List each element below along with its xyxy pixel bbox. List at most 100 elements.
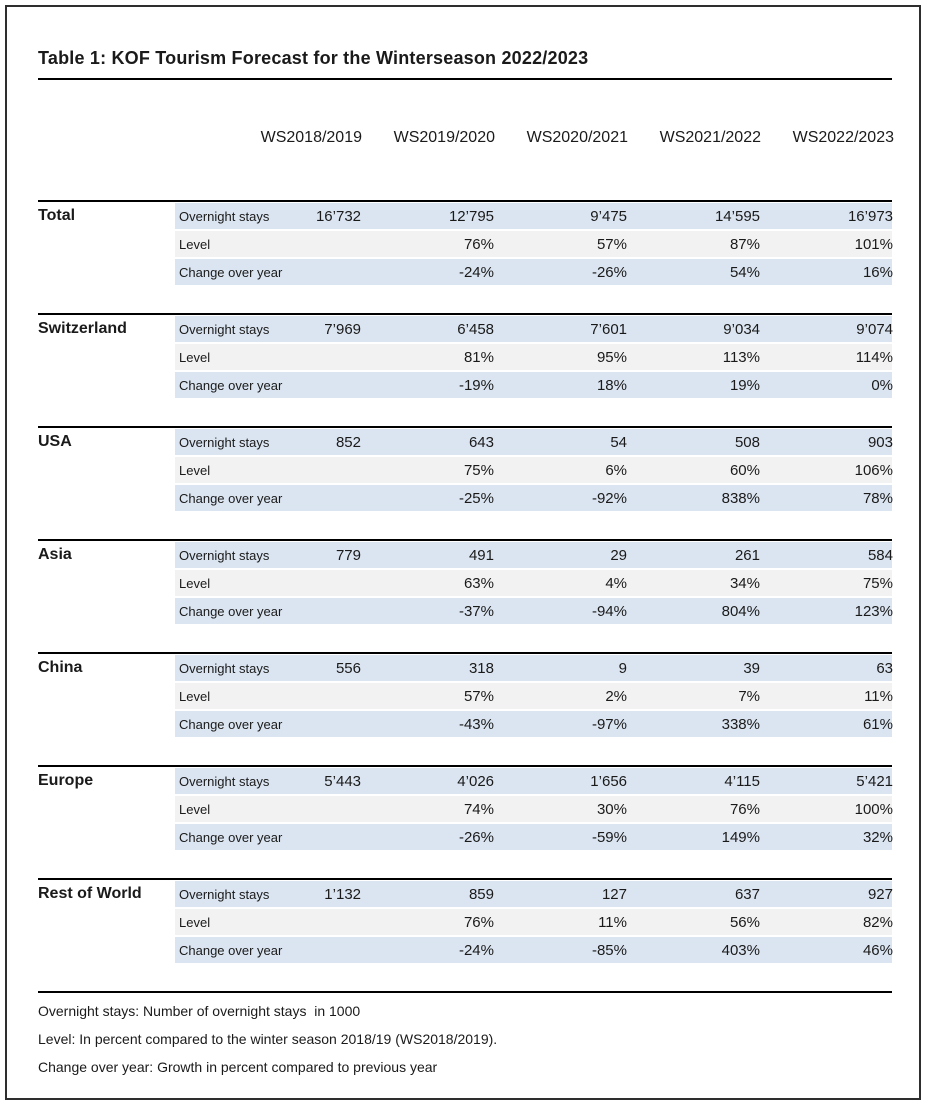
data-cell: -24% <box>458 941 494 959</box>
table-body: Total Overnight stays 16’732 12’795 9’47… <box>38 200 893 963</box>
data-cell: 32% <box>862 828 893 846</box>
data-cell: 643 <box>468 433 494 451</box>
row-label: Change over year <box>179 829 283 845</box>
category-label: Europe <box>38 772 94 789</box>
data-cell: 123% <box>854 602 893 620</box>
data-cell: 75% <box>862 574 893 592</box>
data-cell: 6’458 <box>457 320 494 338</box>
row-label: Overnight stays <box>179 886 270 902</box>
data-cell: 1’656 <box>590 772 627 790</box>
data-cell: -26% <box>591 263 627 281</box>
row-label: Overnight stays <box>179 660 270 676</box>
data-cell: 16% <box>862 263 893 281</box>
column-header-ws2018-2019: WS2018/2019 <box>260 129 362 146</box>
data-cell: 63% <box>463 574 494 592</box>
data-cell: 63 <box>876 659 893 677</box>
column-header-ws2019-2020: WS2019/2020 <box>393 129 495 146</box>
data-cell: 403% <box>721 941 760 959</box>
row-overnight-stays: Overnight stays 7’969 6’458 7’601 9’034 … <box>175 316 893 342</box>
data-cell: 56% <box>729 913 760 931</box>
data-cell: 859 <box>468 885 494 903</box>
data-cell: 34% <box>729 574 760 592</box>
data-cell: 0% <box>871 376 893 394</box>
row-label: Change over year <box>179 716 283 732</box>
row-level: Level 75% 6% 60% 106% <box>175 457 893 483</box>
data-cell: 61% <box>862 715 893 733</box>
row-label: Change over year <box>179 264 283 280</box>
data-cell: 39 <box>743 659 760 677</box>
row-change-over-year: Change over year -37% -94% 804% 123% <box>175 598 893 624</box>
data-cell: 57% <box>463 687 494 705</box>
data-cell: 113% <box>722 348 760 366</box>
data-cell: 60% <box>729 461 760 479</box>
data-cell: 852 <box>335 433 361 451</box>
table-content: Table 1: KOF Tourism Forecast for the Wi… <box>7 7 919 1076</box>
row-label: Change over year <box>179 377 283 393</box>
data-cell: 4’115 <box>724 772 760 790</box>
row-change-over-year: Change over year -26% -59% 149% 32% <box>175 824 893 850</box>
data-cell: 16’973 <box>847 207 893 225</box>
data-cell: 74% <box>463 800 494 818</box>
data-cell: 6% <box>605 461 627 479</box>
category-label: Rest of World <box>38 885 142 902</box>
row-label: Change over year <box>179 603 283 619</box>
section-asia: Asia Overnight stays 779 491 29 261 584 … <box>38 539 893 624</box>
footnote-change-over-year: Change over year: Growth in percent comp… <box>38 1059 438 1075</box>
data-cell: 29 <box>610 546 627 564</box>
data-cell: 1’132 <box>324 885 361 903</box>
data-cell: 4% <box>605 574 627 592</box>
data-cell: 804% <box>721 602 760 620</box>
data-cell: 46% <box>862 941 893 959</box>
data-cell: 149% <box>721 828 760 846</box>
data-cell: -19% <box>458 376 494 394</box>
data-cell: 927 <box>867 885 893 903</box>
row-label: Level <box>179 688 211 704</box>
row-label: Overnight stays <box>179 321 270 337</box>
data-cell: 30% <box>596 800 627 818</box>
data-cell: 76% <box>729 800 760 818</box>
table-title: Table 1: KOF Tourism Forecast for the Wi… <box>38 48 892 80</box>
row-label: Level <box>179 349 211 365</box>
data-cell: 101% <box>854 235 893 253</box>
row-overnight-stays: Overnight stays 556 318 9 39 63 <box>175 655 893 681</box>
data-cell: 19% <box>729 376 760 394</box>
section-total: Total Overnight stays 16’732 12’795 9’47… <box>38 200 893 285</box>
section-usa: USA Overnight stays 852 643 54 508 903 L… <box>38 426 893 511</box>
data-cell: 95% <box>596 348 627 366</box>
data-cell: 54 <box>610 433 627 451</box>
data-cell: 9’034 <box>723 320 760 338</box>
page-frame: Table 1: KOF Tourism Forecast for the Wi… <box>5 5 921 1100</box>
data-cell: 903 <box>867 433 893 451</box>
row-label: Level <box>179 914 211 930</box>
data-cell: 556 <box>335 659 361 677</box>
data-cell: 54% <box>729 263 760 281</box>
data-cell: 127 <box>601 885 627 903</box>
data-cell: 114% <box>855 348 893 366</box>
data-cell: 100% <box>854 800 893 818</box>
row-level: Level 76% 57% 87% 101% <box>175 231 893 257</box>
data-cell: 491 <box>468 546 494 564</box>
data-cell: -85% <box>591 941 627 959</box>
data-cell: 838% <box>721 489 760 507</box>
section-rest-of-world: Rest of World Overnight stays 1’132 859 … <box>38 878 893 963</box>
data-cell: 11% <box>864 687 893 705</box>
row-overnight-stays: Overnight stays 1’132 859 127 637 927 <box>175 881 893 907</box>
row-label: Overnight stays <box>179 547 270 563</box>
data-cell: 9 <box>618 659 627 677</box>
data-cell: 14’595 <box>714 207 760 225</box>
row-label: Overnight stays <box>179 208 270 224</box>
data-cell: 508 <box>734 433 760 451</box>
data-cell: 779 <box>335 546 361 564</box>
data-cell: 2% <box>605 687 627 705</box>
row-level: Level 57% 2% 7% 11% <box>175 683 893 709</box>
row-change-over-year: Change over year -25% -92% 838% 78% <box>175 485 893 511</box>
row-overnight-stays: Overnight stays 5’443 4’026 1’656 4’115 … <box>175 768 893 794</box>
footnote-overnight-stays: Overnight stays: Number of overnight sta… <box>38 1003 361 1019</box>
row-label: Change over year <box>179 490 283 506</box>
data-cell: 81% <box>463 348 494 366</box>
column-header-ws2021-2022: WS2021/2022 <box>659 129 761 146</box>
column-header-ws2020-2021: WS2020/2021 <box>526 129 628 146</box>
row-overnight-stays: Overnight stays 779 491 29 261 584 <box>175 542 893 568</box>
row-change-over-year: Change over year -24% -26% 54% 16% <box>175 259 893 285</box>
row-label: Level <box>179 236 211 252</box>
